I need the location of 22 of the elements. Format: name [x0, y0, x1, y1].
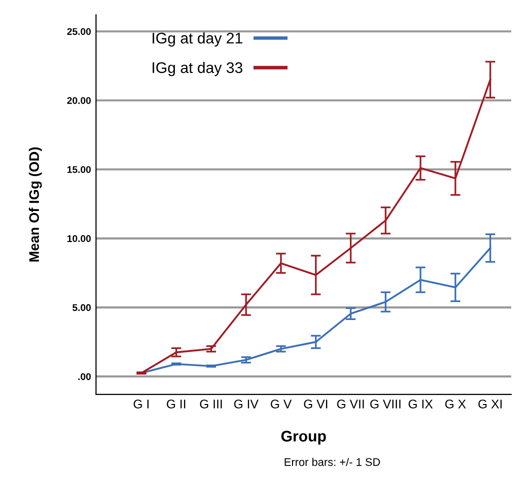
x-tick-label: G III — [200, 400, 222, 408]
y-tick-label: 25.00 — [67, 28, 91, 35]
x-tick-label: G X — [445, 400, 466, 408]
x-tick-label: G VIII — [370, 400, 400, 408]
x-tick-label: G IX — [408, 400, 433, 408]
y-tick-label: 5.00 — [72, 304, 91, 312]
x-tick-label: G VI — [304, 400, 328, 408]
x-tick-label: G II — [166, 400, 186, 408]
x-tick-label: G I — [134, 400, 149, 408]
y-tick-label: 10.00 — [67, 235, 91, 242]
x-axis-title: Group — [281, 430, 326, 445]
y-tick-label: 20.00 — [67, 97, 91, 104]
text: Error bars: +/- 1 SD — [284, 458, 380, 466]
y-tick-label: 15.00 — [67, 166, 91, 174]
y-tick-label: .00 — [78, 373, 91, 380]
y-axis-title: Mean Of IGg (OD) — [28, 147, 42, 262]
legend-label: IGg at day 33 — [152, 62, 242, 76]
x-tick-label: G V — [270, 400, 292, 408]
legend-label: IGg at day 21 — [152, 32, 242, 47]
x-tick-label: G VII — [337, 400, 364, 408]
x-tick-label: G IV — [234, 400, 258, 408]
x-tick-label: G XI — [478, 400, 502, 408]
